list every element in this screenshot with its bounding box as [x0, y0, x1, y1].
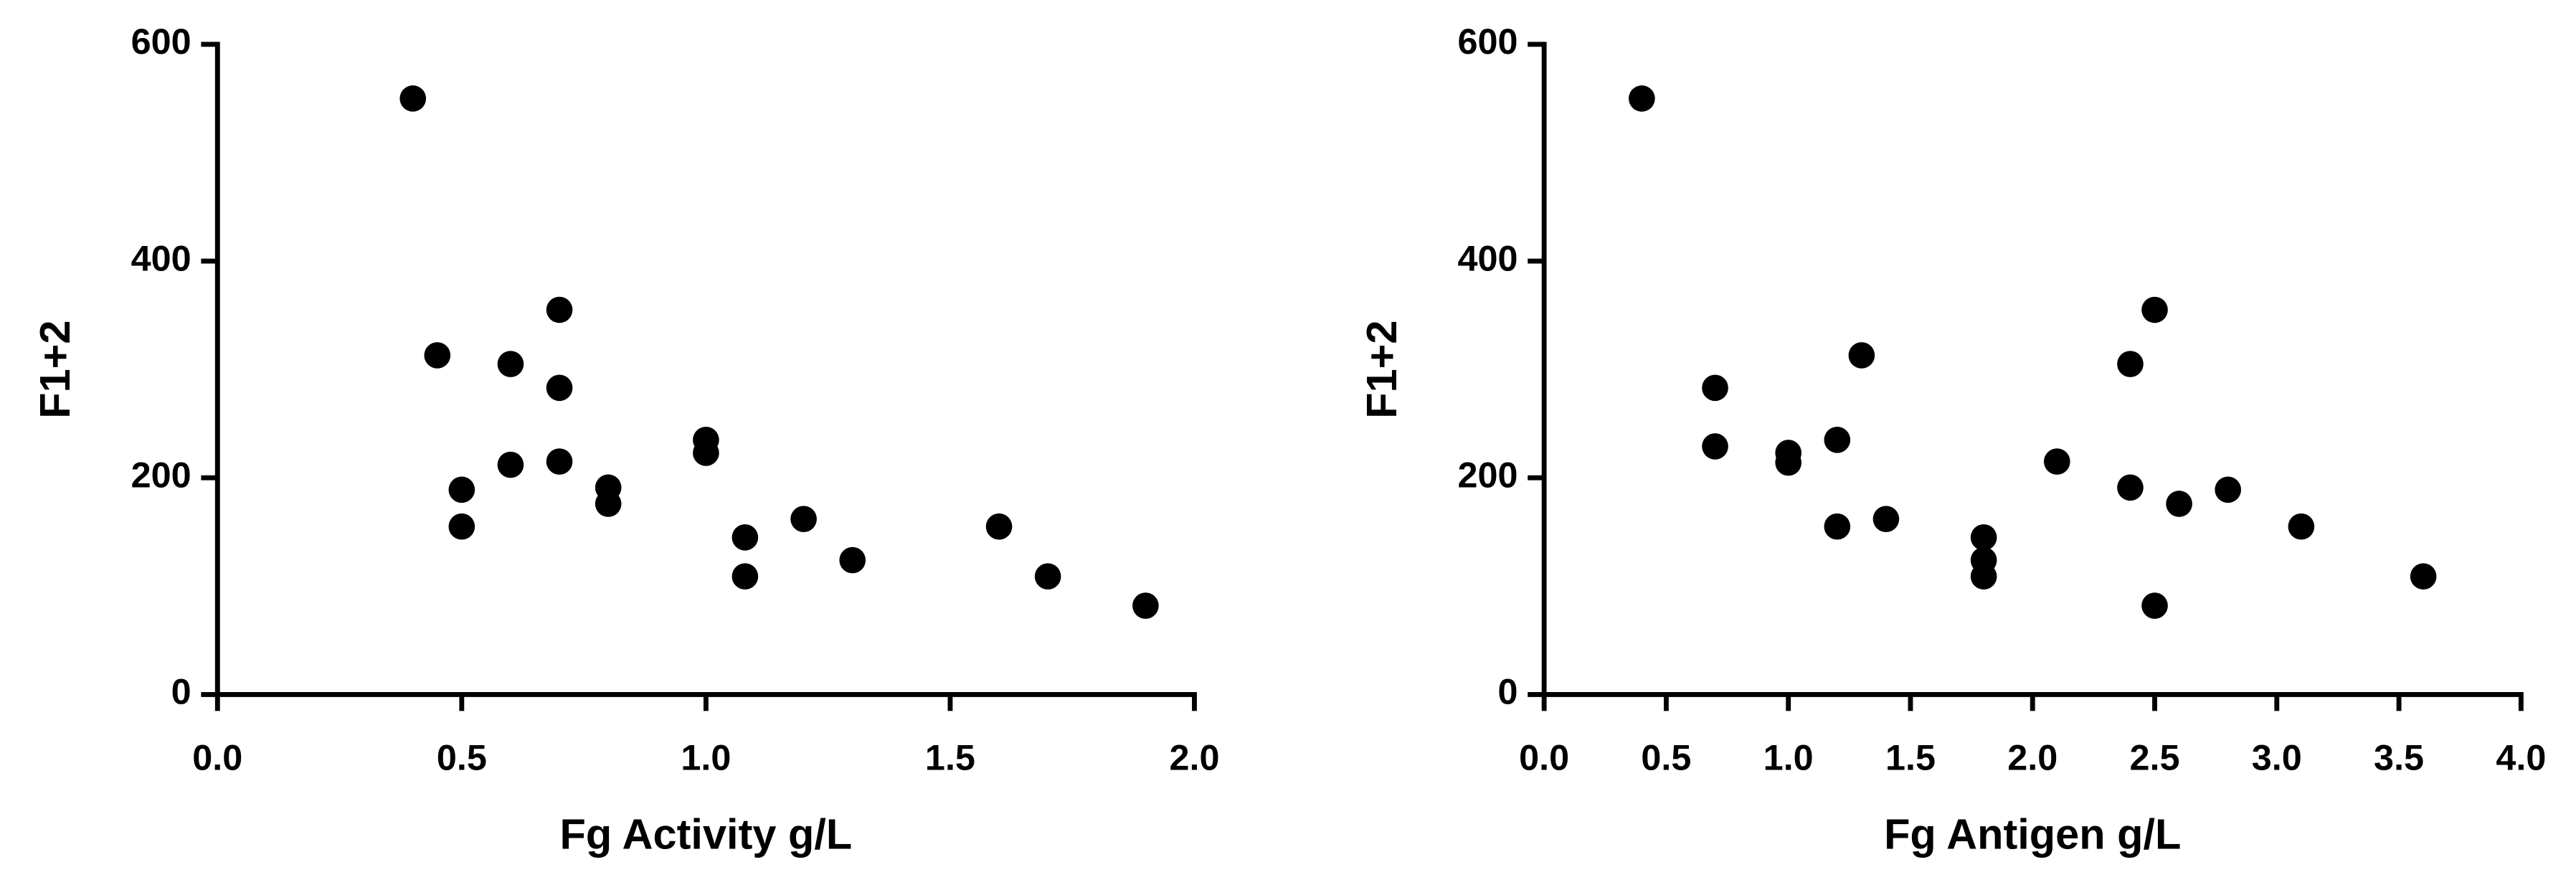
point [2410, 563, 2437, 590]
point [1702, 433, 1728, 460]
x-tick-label: 0.0 [192, 737, 242, 777]
y-tick-label: 0 [171, 671, 191, 712]
x-tick-label: 1.0 [1763, 737, 1814, 777]
point [2141, 592, 2168, 619]
point [1702, 374, 1728, 402]
x-tick-label: 3.0 [2252, 737, 2302, 777]
point [731, 524, 759, 551]
y-tick-label: 600 [1457, 21, 1517, 62]
y-tick-label: 0 [1498, 671, 1518, 712]
point [546, 296, 573, 323]
point [731, 563, 759, 590]
point [1970, 524, 1997, 551]
x-axis-label: Fg Activity g/L [559, 810, 852, 858]
point [1629, 85, 1655, 112]
point [2166, 491, 2192, 517]
point [497, 351, 524, 377]
point [448, 476, 475, 503]
x-tick-label: 1.5 [925, 737, 975, 777]
x-tick-label: 0.5 [437, 737, 487, 777]
point [424, 342, 451, 369]
y-axis-label: F1+2 [31, 320, 79, 418]
point [546, 374, 573, 402]
x-tick-label: 3.5 [2374, 737, 2424, 777]
x-tick-label: 1.5 [1885, 737, 1936, 777]
x-tick-label: 0.0 [1519, 737, 1569, 777]
point [2141, 296, 2168, 323]
point [2288, 513, 2315, 540]
x-tick-label: 2.0 [1169, 737, 1219, 777]
y-tick-label: 200 [1457, 455, 1517, 496]
x-tick-label: 0.5 [1641, 737, 1691, 777]
y-tick-label: 200 [131, 455, 191, 496]
point [1824, 513, 1851, 540]
x-tick-label: 2.0 [2007, 737, 2058, 777]
point [2117, 474, 2144, 501]
point [399, 85, 427, 112]
point [2215, 476, 2242, 503]
y-tick-label: 600 [131, 21, 191, 62]
point [1775, 449, 1802, 476]
point [790, 506, 817, 532]
x-axis-label: Fg Antigen g/L [1884, 810, 2181, 858]
point [1034, 563, 1061, 590]
point [1970, 563, 1997, 590]
point [1824, 427, 1851, 453]
point [595, 491, 622, 517]
y-tick-label: 400 [131, 237, 191, 278]
point [2043, 448, 2070, 475]
point [985, 513, 1013, 540]
point [448, 513, 475, 540]
point [1848, 342, 1875, 369]
x-tick-label: 4.0 [2496, 737, 2546, 777]
point [1872, 506, 1900, 532]
x-tick-label: 1.0 [681, 737, 731, 777]
x-tick-label: 2.5 [2130, 737, 2180, 777]
y-axis-label: F1+2 [1358, 320, 1406, 418]
y-tick-label: 400 [1457, 237, 1517, 278]
point [693, 440, 719, 466]
point [839, 546, 866, 574]
point [2117, 351, 2144, 377]
point [497, 451, 524, 478]
point [546, 448, 573, 475]
point [1132, 592, 1159, 619]
